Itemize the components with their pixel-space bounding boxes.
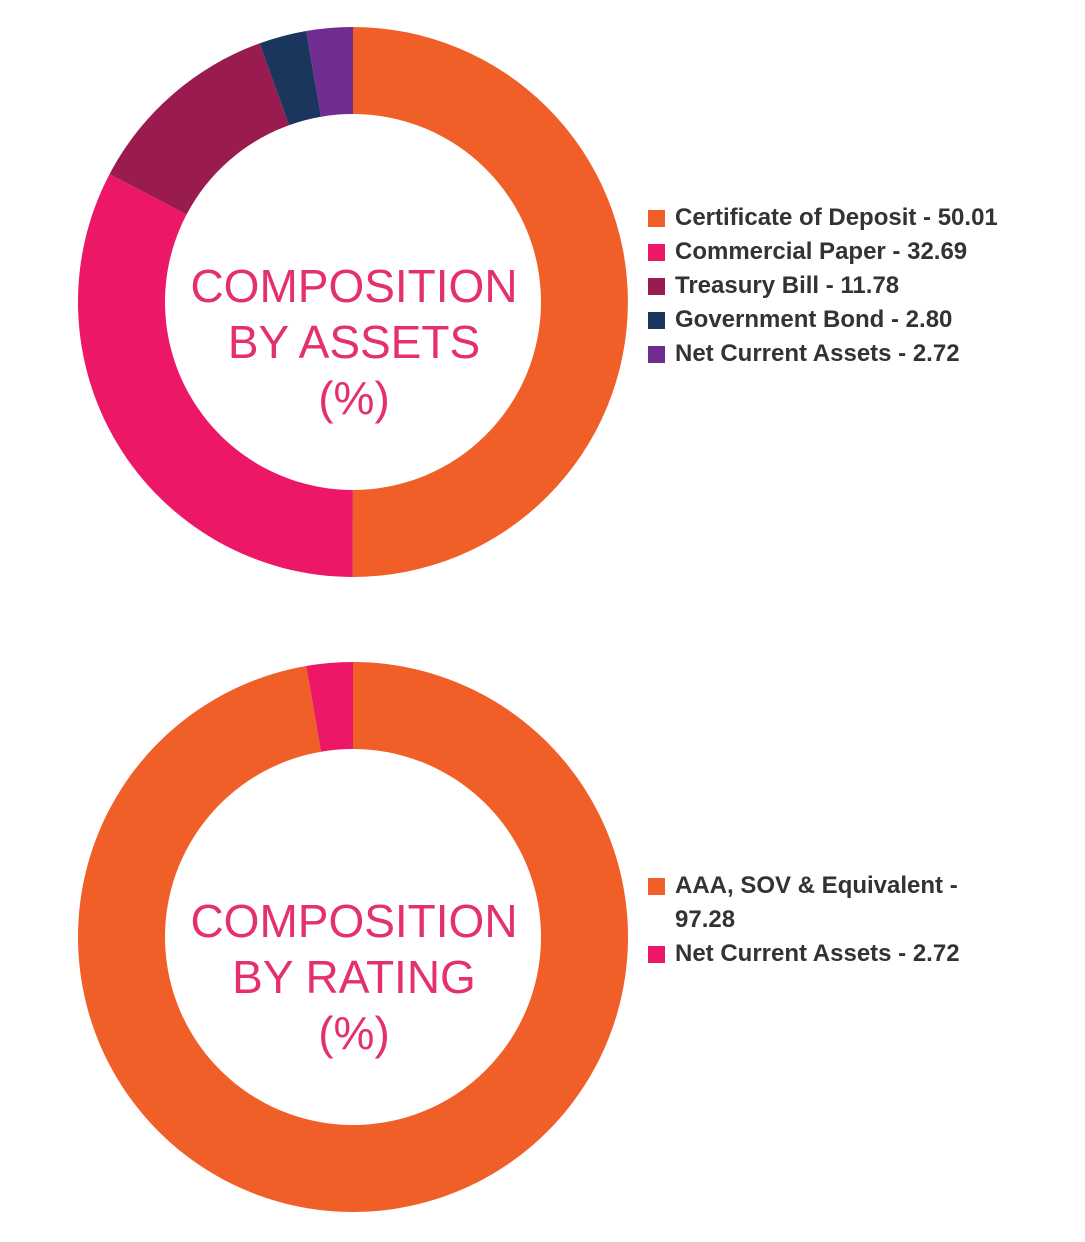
rating-composition-chart: COMPOSITION BY RATING (%) AAA, SOV & Equ…: [0, 635, 1085, 1235]
legend-label: Net Current Assets - 2.72: [675, 340, 960, 367]
center-title-line: COMPOSITION: [190, 895, 518, 947]
legend-swatch: [648, 312, 665, 329]
legend-label: Treasury Bill - 11.78: [675, 272, 900, 299]
center-title-line: COMPOSITION: [190, 260, 518, 312]
legend-item-commercial-paper: Commercial Paper - 32.69: [648, 235, 998, 269]
rating-center-title: COMPOSITION BY RATING (%): [166, 893, 542, 1061]
legend-swatch: [648, 210, 665, 227]
center-title-line: BY ASSETS: [227, 316, 481, 368]
legend-label: Commercial Paper - 32.69: [675, 238, 968, 265]
center-title-line: (%): [318, 1007, 390, 1059]
legend-swatch: [648, 278, 665, 295]
legend-label: Net Current Assets - 2.72: [675, 940, 960, 967]
center-title-line: (%): [318, 372, 390, 424]
legend-label: Certificate of Deposit - 50.01: [675, 204, 998, 231]
assets-legend: Certificate of Deposit - 50.01 Commercia…: [648, 201, 998, 371]
donut-slice-government-bond: [259, 31, 322, 126]
assets-donut: [78, 27, 628, 577]
assets-composition-chart: COMPOSITION BY ASSETS (%) Certificate of…: [0, 0, 1085, 600]
legend-item-treasury-bill: Treasury Bill - 11.78: [648, 269, 998, 303]
legend-item-net-current-assets: Net Current Assets - 2.72: [648, 337, 998, 371]
legend-item-certificate-of-deposit: Certificate of Deposit - 50.01: [648, 201, 998, 235]
legend-swatch: [648, 244, 665, 261]
donut-slice-aaa-sov-equivalent: [78, 662, 628, 1212]
rating-legend: AAA, SOV & Equivalent - 97.28 Net Curren…: [648, 869, 1015, 971]
donut-slice-certificate-of-deposit: [352, 27, 628, 577]
center-title-line: BY RATING: [232, 951, 476, 1003]
rating-donut: [78, 662, 628, 1212]
legend-label: Government Bond - 2.80: [675, 306, 953, 333]
legend-label: AAA, SOV & Equivalent - 97.28: [675, 872, 958, 933]
legend-item-aaa-sov-equivalent: AAA, SOV & Equivalent - 97.28: [648, 869, 1015, 937]
donut-slice-net-current-assets: [306, 662, 353, 752]
legend-item-government-bond: Government Bond - 2.80: [648, 303, 998, 337]
legend-swatch: [648, 878, 665, 895]
donut-slice-commercial-paper: [78, 174, 353, 577]
donut-slice-net-current-assets: [306, 27, 353, 117]
assets-center-title: COMPOSITION BY ASSETS (%): [166, 258, 542, 426]
legend-swatch: [648, 346, 665, 363]
legend-swatch: [648, 946, 665, 963]
donut-slice-treasury-bill: [109, 43, 290, 215]
legend-item-net-current-assets: Net Current Assets - 2.72: [648, 937, 1015, 971]
